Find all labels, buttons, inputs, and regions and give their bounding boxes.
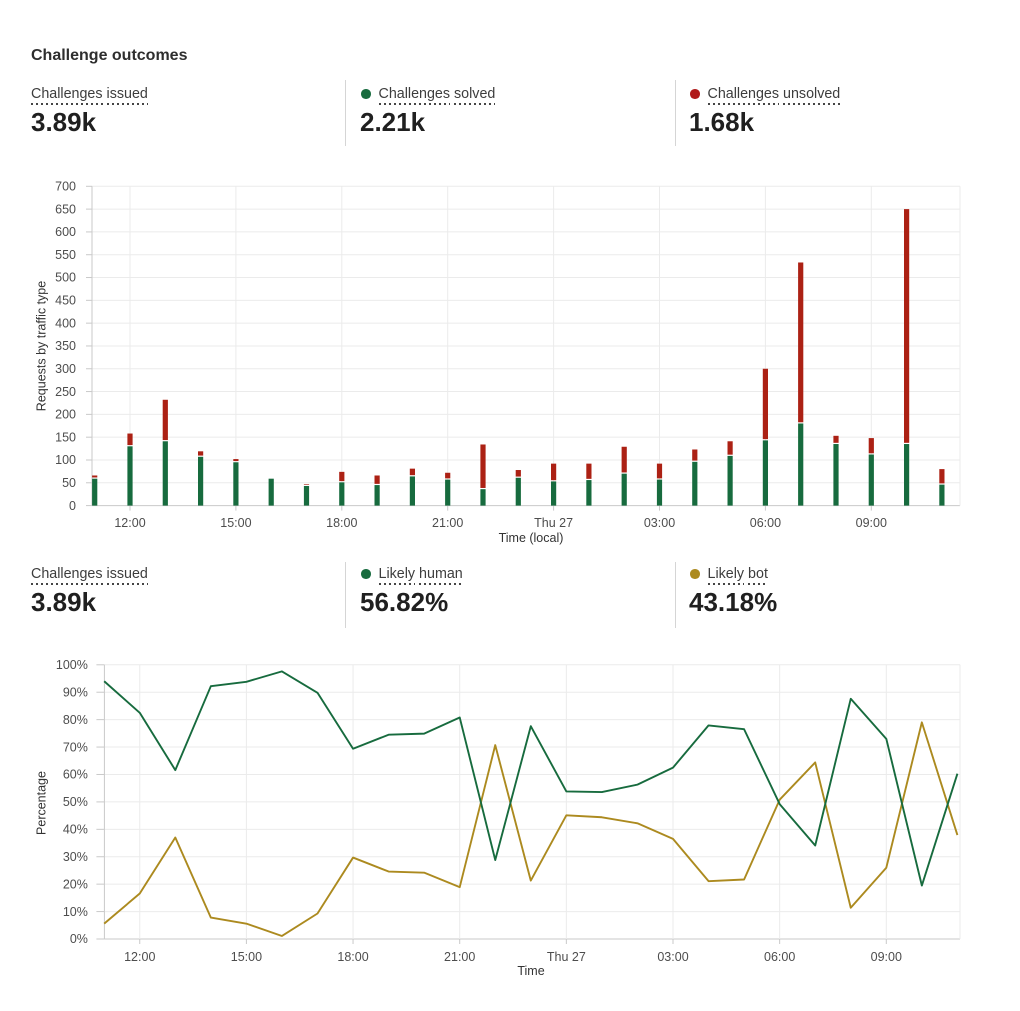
svg-text:09:00: 09:00 (871, 950, 902, 964)
svg-text:21:00: 21:00 (444, 950, 475, 964)
svg-text:80%: 80% (63, 713, 88, 727)
svg-text:10%: 10% (63, 905, 88, 919)
svg-text:06:00: 06:00 (750, 516, 781, 530)
svg-text:06:00: 06:00 (764, 950, 795, 964)
svg-text:500: 500 (55, 271, 76, 285)
svg-text:30%: 30% (63, 850, 88, 864)
svg-text:18:00: 18:00 (326, 516, 357, 530)
svg-text:650: 650 (55, 202, 76, 216)
svg-text:Time (local): Time (local) (499, 531, 564, 545)
svg-text:350: 350 (55, 339, 76, 353)
svg-text:250: 250 (55, 385, 76, 399)
svg-text:21:00: 21:00 (432, 516, 463, 530)
svg-text:300: 300 (55, 362, 76, 376)
svg-text:03:00: 03:00 (644, 516, 675, 530)
svg-text:90%: 90% (63, 685, 88, 699)
svg-text:15:00: 15:00 (220, 516, 251, 530)
svg-text:200: 200 (55, 408, 76, 422)
svg-text:70%: 70% (63, 740, 88, 754)
svg-text:03:00: 03:00 (657, 950, 688, 964)
svg-text:20%: 20% (63, 877, 88, 891)
svg-text:50: 50 (62, 476, 76, 490)
svg-text:Thu 27: Thu 27 (534, 516, 573, 530)
svg-text:100: 100 (55, 453, 76, 467)
svg-text:12:00: 12:00 (124, 950, 155, 964)
svg-text:550: 550 (55, 248, 76, 262)
svg-text:Requests by traffic type: Requests by traffic type (35, 281, 49, 411)
svg-text:18:00: 18:00 (337, 950, 368, 964)
svg-text:100%: 100% (56, 658, 88, 672)
svg-text:400: 400 (55, 316, 76, 330)
svg-text:Thu 27: Thu 27 (547, 950, 586, 964)
svg-text:150: 150 (55, 430, 76, 444)
svg-text:50%: 50% (63, 795, 88, 809)
svg-text:09:00: 09:00 (856, 516, 887, 530)
svg-text:40%: 40% (63, 823, 88, 837)
svg-text:450: 450 (55, 294, 76, 308)
svg-text:Percentage: Percentage (35, 771, 49, 835)
svg-text:0%: 0% (70, 932, 88, 946)
svg-text:600: 600 (55, 225, 76, 239)
svg-text:Time: Time (517, 964, 544, 978)
svg-text:12:00: 12:00 (114, 516, 145, 530)
svg-text:15:00: 15:00 (231, 950, 262, 964)
svg-text:60%: 60% (63, 768, 88, 782)
svg-text:0: 0 (69, 499, 76, 513)
svg-text:700: 700 (55, 180, 76, 194)
